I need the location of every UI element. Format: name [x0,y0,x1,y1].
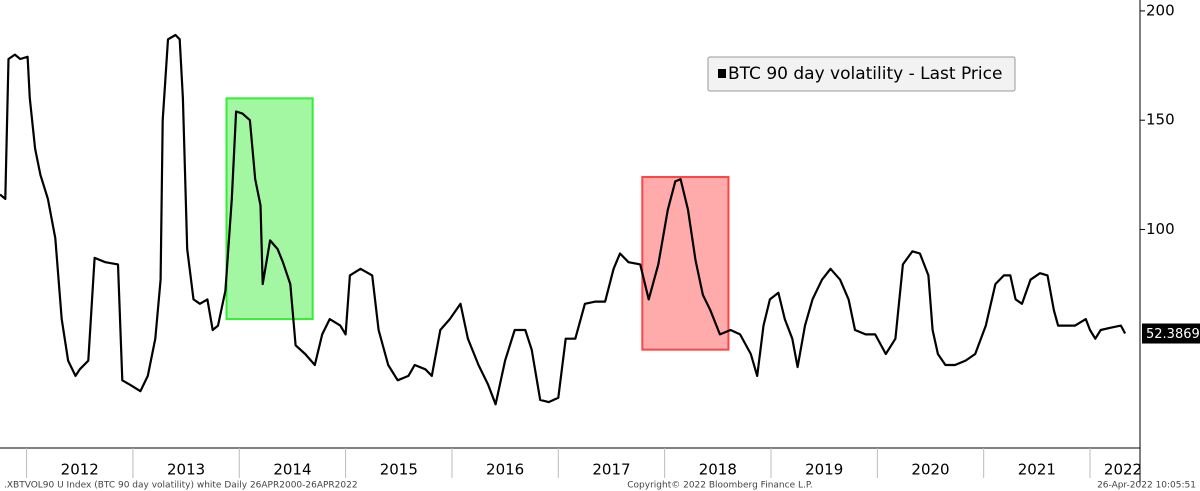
footer-center: Copyright© 2022 Bloomberg Finance L.P. [627,481,812,491]
line [0,33,1127,406]
y-tick-label: 150 [1146,111,1175,129]
y-tick-label: 100 [1146,220,1175,238]
legend: BTC 90 day volatility - Last Price [707,56,1016,92]
x-tick-label: 2022 [1104,461,1142,479]
x-tick-label: 2021 [1018,461,1056,479]
x-tick-label: 2016 [486,461,524,479]
legend-label: BTC 90 day volatility - Last Price [728,64,1002,84]
legend-swatch [718,69,726,78]
x-tick-label: 2015 [380,461,418,479]
x-tick-label: 2019 [805,461,843,479]
x-tick-label: 2017 [592,461,630,479]
footer-left: .XBTVOL90 U Index (BTC 90 day volatility… [4,481,358,491]
legend-box [707,56,1016,92]
x-tick-label: 2018 [699,461,737,479]
highlight-box [225,97,314,321]
x-tick-label: 2020 [911,461,949,479]
footer-right: 26-Apr-2022 10:05:51 [1097,481,1196,491]
last-value-label: 52.3869 [1146,327,1200,342]
y-tick-label: 200 [1146,1,1175,19]
x-tick-label: 2014 [273,461,311,479]
last-value-box [1142,323,1200,344]
x-tick-label: 2012 [61,461,99,479]
x-tick-label: 2013 [167,461,205,479]
